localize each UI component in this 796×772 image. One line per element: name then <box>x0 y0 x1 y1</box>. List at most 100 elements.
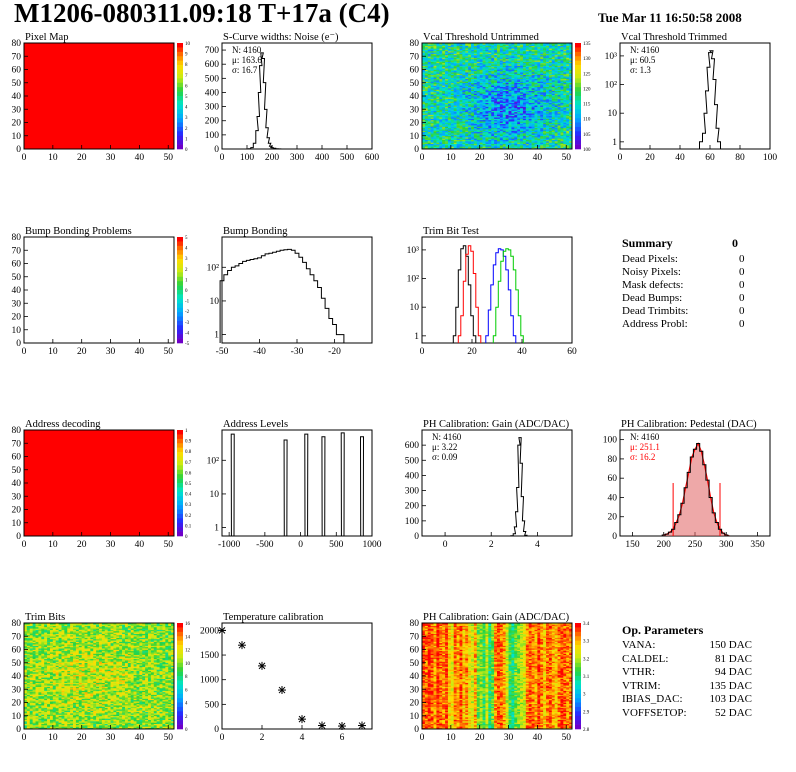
heatmap-cell <box>471 93 475 95</box>
heatmap-cell <box>531 93 535 95</box>
heatmap-cell <box>494 127 498 130</box>
heatmap-cell <box>459 127 463 130</box>
heatmap-cell <box>485 90 489 93</box>
heatmap-cell <box>522 145 527 147</box>
heatmap-cell <box>462 122 466 125</box>
heatmap-cell <box>453 76 457 78</box>
y-tick-label: 0 <box>214 145 219 155</box>
heatmap-cell <box>427 117 431 119</box>
heatmap-cell <box>462 69 466 72</box>
heatmap-cell <box>511 84 515 86</box>
x-tick-label: 30 <box>504 153 514 163</box>
heatmap-cell <box>537 73 541 76</box>
heatmap-cell <box>436 114 440 117</box>
heatmap-cell <box>534 73 538 76</box>
heatmap-cell <box>459 92 463 94</box>
heatmap-cell <box>465 74 469 77</box>
heatmap-cell <box>554 126 558 129</box>
y-tick-label: 60 <box>12 66 22 76</box>
x-tick-label: 100 <box>763 153 778 163</box>
heatmap-cell <box>468 81 472 84</box>
color-scale-label: 6 <box>185 84 188 89</box>
heatmap-cell <box>485 111 489 114</box>
heatmap-cell <box>505 84 509 86</box>
heatmap-cell <box>456 58 460 61</box>
heatmap-cell <box>456 70 460 73</box>
heatmap-cell <box>554 107 558 110</box>
heatmap-cell <box>554 43 558 45</box>
color-scale-step <box>575 43 581 48</box>
heatmap-cell <box>479 45 483 48</box>
y-tick-label: 100 <box>603 436 618 446</box>
heatmap-cell <box>442 135 446 138</box>
heatmap-cell <box>24 678 28 681</box>
heatmap-cell <box>563 50 567 53</box>
heatmap-cell <box>424 69 429 72</box>
heatmap-cell <box>24 646 28 649</box>
heatmap-cell <box>424 115 429 118</box>
heatmap-cell <box>476 80 480 82</box>
heatmap-cell <box>494 46 498 49</box>
heatmap-cell <box>479 125 483 127</box>
heatmap-cell <box>522 98 527 101</box>
heatmap-cell <box>505 110 509 113</box>
heatmap-cell <box>453 85 457 88</box>
heatmap-cell <box>497 99 501 102</box>
heatmap-cell <box>430 133 434 135</box>
heatmap-cell <box>560 125 564 127</box>
heatmap-cell <box>462 62 466 65</box>
heatmap-cell <box>442 60 446 62</box>
heatmap-cell <box>569 90 573 93</box>
heatmap-cell <box>505 145 509 147</box>
heatmap-cell <box>465 99 469 102</box>
heatmap-cell <box>485 65 489 68</box>
heatmap-cell <box>468 57 472 60</box>
heatmap-cell <box>430 85 434 88</box>
heatmap-cell <box>473 43 478 45</box>
heatmap-cell <box>494 48 498 50</box>
heatmap-cell <box>517 57 521 60</box>
heatmap-cell <box>497 81 501 84</box>
heatmap-cell <box>462 92 466 94</box>
heatmap-cell <box>491 110 495 113</box>
heatmap-cell <box>531 142 535 145</box>
heatmap-cell <box>430 145 434 147</box>
heatmap-cell <box>24 656 28 658</box>
heatmap-cell <box>422 110 426 113</box>
heatmap-cell <box>505 114 509 117</box>
heatmap-cell <box>551 137 555 139</box>
heatmap-cell <box>422 53 426 56</box>
heatmap-cell <box>430 70 434 73</box>
heatmap-cell <box>502 106 506 109</box>
heatmap-cell <box>459 94 463 97</box>
heatmap-cell <box>543 48 547 50</box>
heatmap-cell <box>485 146 489 148</box>
heatmap-cell <box>456 68 460 70</box>
heatmap-cell <box>569 137 573 139</box>
heatmap-cell <box>569 135 573 138</box>
heatmap-cell <box>456 113 460 115</box>
heatmap-cell <box>502 72 506 74</box>
heatmap-cell <box>514 72 518 74</box>
heatmap-cell <box>488 107 492 110</box>
heatmap-cell <box>422 130 426 133</box>
heatmap-cell <box>537 80 541 82</box>
heatmap-cell <box>433 48 437 50</box>
heatmap-cell <box>502 146 506 148</box>
heatmap-cell <box>502 54 506 57</box>
heatmap-cell <box>540 138 544 141</box>
heatmap-cell <box>439 61 443 64</box>
y-tick-label: 60 <box>410 66 420 76</box>
heatmap-cell <box>505 99 509 102</box>
heatmap-cell <box>502 60 506 62</box>
heatmap-cell <box>502 52 506 54</box>
heatmap-cell <box>557 45 561 48</box>
heatmap-cell <box>502 103 506 106</box>
heatmap-cell <box>473 122 478 125</box>
heatmap-cell <box>447 146 452 148</box>
heatmap-cell <box>442 111 446 114</box>
heatmap-cell <box>499 96 504 98</box>
heatmap-cell <box>453 131 457 134</box>
heatmap-cell <box>531 65 535 68</box>
heatmap-cell <box>517 69 521 72</box>
